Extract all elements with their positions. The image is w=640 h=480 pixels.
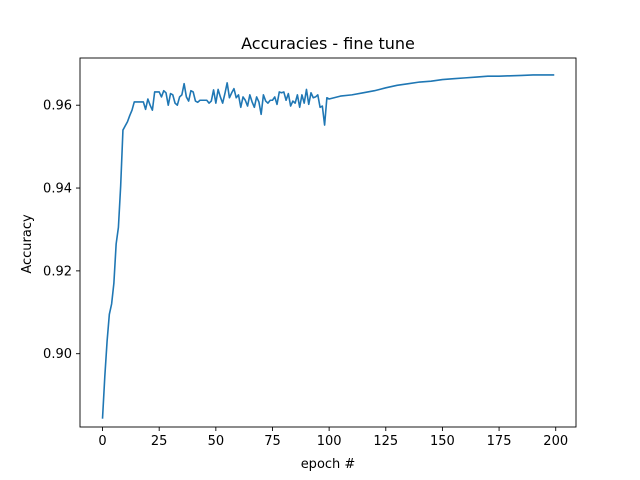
plot-area — [79, 57, 577, 428]
y-tick-label: 0.90 — [43, 347, 72, 362]
x-tick-label: 0 — [98, 434, 106, 449]
x-tick-label: 125 — [373, 434, 398, 449]
x-tick-label: 175 — [487, 434, 512, 449]
chart-title: Accuracies - fine tune — [241, 34, 415, 53]
x-axis-label: epoch # — [301, 457, 356, 472]
y-tick-label: 0.92 — [43, 264, 72, 279]
axis-ticks: 0 25 50 75 100 125 150 175 200 0.90 0.92 0.94 0.96 — [43, 99, 568, 449]
x-tick-label: 150 — [430, 434, 455, 449]
y-axis-label: Accuracy — [20, 214, 35, 274]
x-tick-label: 100 — [317, 434, 342, 449]
series-line-0 — [101, 74, 555, 419]
axes-frame — [79, 57, 577, 428]
y-tick-label: 0.94 — [43, 182, 72, 197]
x-tick-label: 200 — [543, 434, 568, 449]
x-tick-label: 25 — [151, 434, 168, 449]
x-tick-label: 75 — [264, 434, 281, 449]
x-tick-label: 50 — [208, 434, 225, 449]
y-tick-label: 0.96 — [43, 99, 72, 114]
